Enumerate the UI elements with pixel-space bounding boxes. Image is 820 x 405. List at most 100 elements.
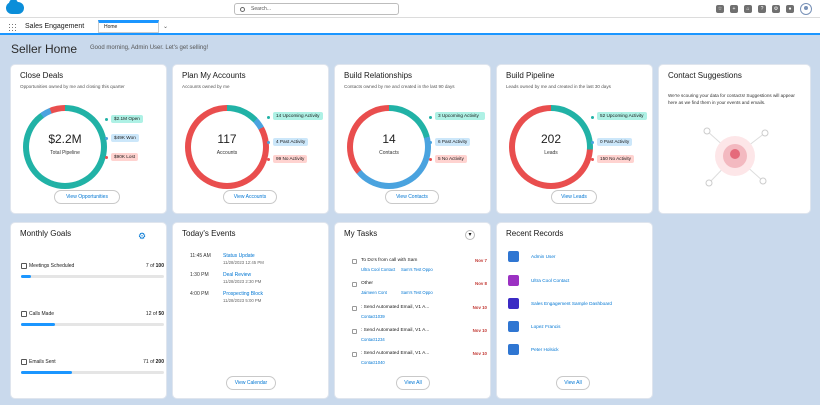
gear-icon[interactable]: ⚙: [138, 231, 147, 241]
view-all-records-button[interactable]: View All: [556, 376, 590, 390]
card-subtitle: Accounts owned by me: [182, 84, 230, 89]
goal-label: Calls Made: [29, 311, 55, 317]
record-item[interactable]: Admin User: [508, 251, 648, 263]
legend-upcoming: 14 Upcoming Activity: [273, 112, 323, 120]
contacts-ring: 14 Contacts: [347, 105, 431, 189]
search-placeholder: Search...: [251, 6, 272, 12]
dashboard-icon: [508, 298, 519, 309]
event-item[interactable]: 4:00 PM Prospecting Block 11/28/2023 5:00 …: [190, 291, 264, 303]
event-item[interactable]: 11:45 AM Status Update 11/28/2023 12:45 PM: [190, 253, 264, 265]
build-pipeline-card: Build Pipeline Leads owned by me and cre…: [497, 65, 652, 213]
favorites-icon[interactable]: ☆: [716, 5, 724, 13]
task-item[interactable]: : Send Automated Email, V1 A... Nov 10 Con…: [347, 328, 487, 352]
task-item[interactable]: : Send Automated Email, V1 A... Nov 10 Con…: [347, 305, 487, 329]
contact-suggestions-card: Contact Suggestions We're scouring your …: [659, 65, 810, 213]
todays-events-card: Today's Events 11:45 AM Status Update 11/2…: [173, 223, 328, 398]
contacts-label: Contacts: [379, 150, 399, 156]
leads-value: 202: [540, 132, 562, 146]
chevron-down-icon[interactable]: ▾: [465, 230, 475, 240]
build-relationships-card: Build Relationships Contacts owned by me…: [335, 65, 490, 213]
chevron-down-icon[interactable]: ⌄: [163, 24, 169, 30]
global-header: Search... ☆ + ⌂ ? ⚙ ●: [0, 0, 820, 18]
task-checkbox[interactable]: [352, 306, 357, 311]
card-title: Recent Records: [506, 229, 564, 238]
legend-upcoming: 52 Upcoming Activity: [597, 112, 647, 120]
task-item[interactable]: Other Nov 8 Jaimeen Cont Sam's Test Oppo: [347, 281, 487, 305]
leads-ring: 202 Leads: [509, 105, 593, 189]
user-icon: [508, 344, 519, 355]
greeting-text: Good morning, Admin User. Let's get sell…: [90, 45, 209, 51]
bell-icon[interactable]: ●: [786, 5, 794, 13]
record-item[interactable]: Lopez Francis: [508, 321, 648, 333]
view-leads-button[interactable]: View Leads: [551, 190, 597, 204]
legend-won: $49K Won: [111, 134, 139, 142]
contact-suggestions-text: We're scouring your data for contacts! S…: [668, 93, 795, 105]
salesforce-logo[interactable]: [6, 0, 24, 14]
help-icon[interactable]: ?: [758, 5, 766, 13]
app-nav: Sales Engagement Home ⌄: [0, 18, 820, 35]
card-title: Build Pipeline: [506, 71, 555, 80]
pipeline-ring: $2.2M Total Pipeline: [23, 105, 107, 189]
legend-past: 4 Past Activity: [273, 138, 309, 146]
tab-home[interactable]: Home: [98, 20, 159, 33]
accounts-value: 117: [217, 132, 237, 146]
view-opportunities-button[interactable]: View Opportunities: [54, 190, 120, 204]
close-deals-card: Close Deals Opportunities owned by me an…: [11, 65, 166, 213]
task-item[interactable]: To Do's from call with Sam Nov 7 Ultra Coo…: [347, 258, 487, 282]
search-input[interactable]: Search...: [234, 3, 399, 15]
legend-none: 5 No Activity: [435, 155, 467, 163]
network-illustration-icon: [703, 127, 769, 187]
task-item[interactable]: : Send Automated Email, V1 A... Nov 10 Con…: [347, 351, 487, 375]
goal-label: Emails Sent: [29, 359, 56, 365]
event-item[interactable]: 1:30 PM Deal Review 11/28/2023 2:30 PM: [190, 272, 262, 284]
card-subtitle: Leads owned by me and created in the las…: [506, 84, 611, 89]
card-subtitle: Contacts owned by me and created in the …: [344, 84, 455, 89]
legend-past: 0 Past Activity: [597, 138, 633, 146]
legend-upcoming: 3 Upcoming Activity: [435, 112, 485, 120]
task-checkbox[interactable]: [352, 352, 357, 357]
legend-lost: $90K Lost: [111, 153, 139, 161]
card-title: Today's Events: [182, 229, 236, 238]
monthly-goals-card: Monthly Goals ⚙ Meetings Scheduled 7 of …: [11, 223, 166, 398]
leads-label: Leads: [544, 150, 558, 156]
calendar-icon: [21, 263, 27, 269]
phone-icon: [21, 311, 27, 317]
pipeline-value: $2.2M: [48, 132, 82, 146]
card-title: Build Relationships: [344, 71, 413, 80]
view-all-tasks-button[interactable]: View All: [396, 376, 430, 390]
goal-count: 12 of 50: [145, 311, 164, 317]
record-item[interactable]: Sales Engagement Sample Dashboard: [508, 298, 648, 310]
legend-none: 99 No Activity: [273, 155, 308, 163]
app-launcher-icon[interactable]: [8, 23, 17, 32]
card-title: Close Deals: [20, 71, 64, 80]
trailhead-icon[interactable]: ⌂: [744, 5, 752, 13]
plan-accounts-card: Plan My Accounts Accounts owned by me 11…: [173, 65, 328, 213]
card-title: Contact Suggestions: [668, 71, 742, 80]
avatar[interactable]: [800, 3, 812, 15]
add-icon[interactable]: +: [730, 5, 738, 13]
pipeline-label: Total Pipeline: [50, 150, 80, 156]
card-title: Plan My Accounts: [182, 71, 246, 80]
task-checkbox[interactable]: [352, 329, 357, 334]
accounts-label: Accounts: [216, 150, 238, 156]
legend-open: $2.1M Open: [111, 115, 143, 123]
record-item[interactable]: Peter Holsick: [508, 344, 648, 356]
accounts-ring: 117 Accounts: [185, 105, 269, 189]
task-checkbox[interactable]: [352, 282, 357, 287]
view-accounts-button[interactable]: View Accounts: [223, 190, 277, 204]
view-contacts-button[interactable]: View Contacts: [385, 190, 439, 204]
card-title: Monthly Goals: [20, 229, 72, 238]
goal-count: 7 of 100: [145, 263, 164, 269]
user-icon: [508, 251, 519, 262]
view-calendar-button[interactable]: View Calendar: [226, 376, 276, 390]
contact-icon: [508, 275, 519, 286]
legend-none: 150 No Activity: [597, 155, 635, 163]
card-title: My Tasks: [344, 229, 378, 238]
search-icon: [240, 7, 245, 12]
goal-count: 71 of 200: [143, 359, 164, 365]
gear-icon[interactable]: ⚙: [772, 5, 780, 13]
card-subtitle: Opportunities owned by me and closing th…: [20, 84, 125, 89]
record-item[interactable]: Ultra Cool Contact: [508, 275, 648, 287]
app-name: Sales Engagement: [25, 23, 85, 30]
task-checkbox[interactable]: [352, 259, 357, 264]
